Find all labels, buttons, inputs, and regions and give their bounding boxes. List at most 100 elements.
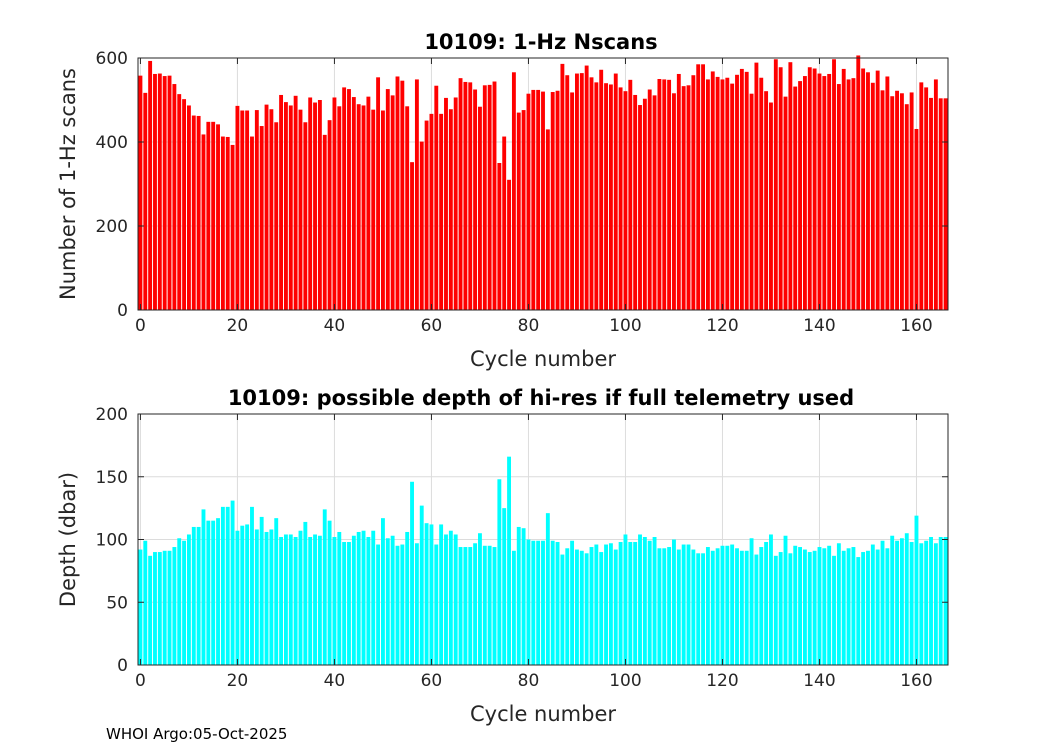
nscans-bar	[429, 113, 434, 310]
depth-bar	[895, 540, 900, 665]
nscans-bar	[730, 83, 735, 311]
nscans-ytick-label: 400	[96, 133, 128, 153]
nscans-bar	[575, 73, 579, 310]
nscans-xtick-label: 120	[706, 316, 738, 336]
nscans-bar	[308, 97, 313, 310]
nscans-bar	[385, 89, 390, 310]
depth-bar	[507, 456, 511, 665]
nscans-bar	[856, 55, 861, 311]
nscans-bar	[279, 94, 284, 311]
nscans-bar	[759, 77, 764, 311]
nscans-bar	[798, 81, 803, 310]
nscans-bar	[138, 75, 143, 310]
nscans-bar	[846, 79, 851, 310]
depth-bar	[177, 538, 182, 665]
nscans-bar	[589, 77, 594, 310]
depth-xtick-label: 100	[609, 671, 641, 691]
depth-bar	[143, 540, 148, 665]
nscans-bar	[468, 82, 473, 310]
depth-bar	[444, 534, 448, 665]
depth-bar	[347, 542, 351, 665]
nscans-bar	[177, 94, 182, 311]
nscans-ytick-label: 600	[96, 49, 128, 69]
depth-bar	[604, 544, 608, 665]
depth-bar	[647, 540, 652, 665]
nscans-bar	[836, 84, 841, 310]
depth-bar	[749, 538, 754, 665]
depth-bar	[618, 542, 623, 665]
depth-bar	[531, 540, 536, 665]
depth-bar	[560, 554, 565, 665]
depth-bar	[696, 553, 701, 665]
depth-ytick-label: 200	[96, 405, 128, 425]
depth-bar	[162, 550, 167, 665]
nscans-bar	[293, 95, 298, 310]
depth-xtick-label: 80	[518, 671, 540, 691]
depth-bar	[812, 550, 817, 665]
nscans-bar	[531, 89, 536, 310]
nscans-bar	[453, 97, 458, 310]
nscans-bar	[439, 113, 444, 310]
nscans-bar	[924, 87, 929, 311]
nscans-bar	[448, 109, 453, 311]
nscans-bar	[148, 60, 153, 310]
depth-bar	[337, 531, 342, 665]
depth-bar	[283, 534, 288, 665]
depth-bar	[473, 543, 478, 665]
nscans-bar	[725, 77, 730, 311]
nscans-bar	[478, 106, 482, 310]
nscans-bar	[225, 136, 230, 310]
depth-bar	[211, 520, 216, 665]
depth-bar	[769, 534, 773, 665]
nscans-bar	[623, 91, 628, 311]
nscans-xtick-label: 140	[803, 316, 835, 336]
depth-bar	[206, 520, 211, 665]
depth-bar	[880, 540, 885, 665]
depth-bar	[468, 547, 473, 665]
nscans-bar	[264, 104, 269, 311]
nscans-bar	[914, 128, 919, 310]
nscans-bar	[642, 98, 647, 311]
nscans-bar	[647, 89, 652, 310]
depth-bar	[798, 547, 803, 665]
depth-bar	[293, 536, 298, 665]
footer-credit: WHOI Argo:05-Oct-2025	[106, 725, 288, 743]
nscans-bar	[245, 110, 250, 310]
nscans-bar	[754, 62, 759, 311]
depth-bar	[148, 555, 153, 665]
nscans-bar	[579, 73, 584, 311]
depth-bar	[773, 555, 778, 665]
depth-bar	[511, 550, 516, 665]
depth-bar	[866, 550, 870, 665]
nscans-bar	[691, 75, 696, 310]
depth-xlabel: Cycle number	[470, 702, 616, 726]
depth-bar	[521, 528, 526, 665]
nscans-bar	[356, 104, 361, 310]
depth-bar	[342, 542, 347, 665]
depth-bar	[235, 530, 240, 665]
depth-bar	[274, 518, 279, 665]
depth-bar	[240, 525, 245, 665]
depth-bar	[754, 554, 759, 665]
nscans-xtick-label: 100	[609, 316, 641, 336]
depth-bar	[870, 544, 875, 665]
nscans-bar	[254, 110, 259, 310]
depth-bar	[807, 552, 812, 665]
depth-bar	[381, 518, 385, 665]
nscans-bar	[516, 112, 521, 310]
nscans-bar	[191, 115, 196, 310]
depth-bar	[822, 548, 827, 665]
nscans-bar	[788, 62, 793, 311]
depth-xtick-label: 60	[421, 671, 443, 691]
nscans-bar	[676, 73, 681, 311]
nscans-bar	[167, 75, 172, 310]
depth-bar	[676, 549, 681, 665]
nscans-bar	[807, 67, 812, 311]
nscans-bar	[933, 79, 938, 310]
depth-bar	[400, 544, 405, 665]
depth-bar	[904, 533, 909, 665]
depth-bar	[502, 508, 507, 666]
depth-ytick-label: 150	[96, 468, 128, 488]
nscans-bar	[351, 97, 356, 310]
nscans-ytick-label: 200	[96, 217, 128, 237]
